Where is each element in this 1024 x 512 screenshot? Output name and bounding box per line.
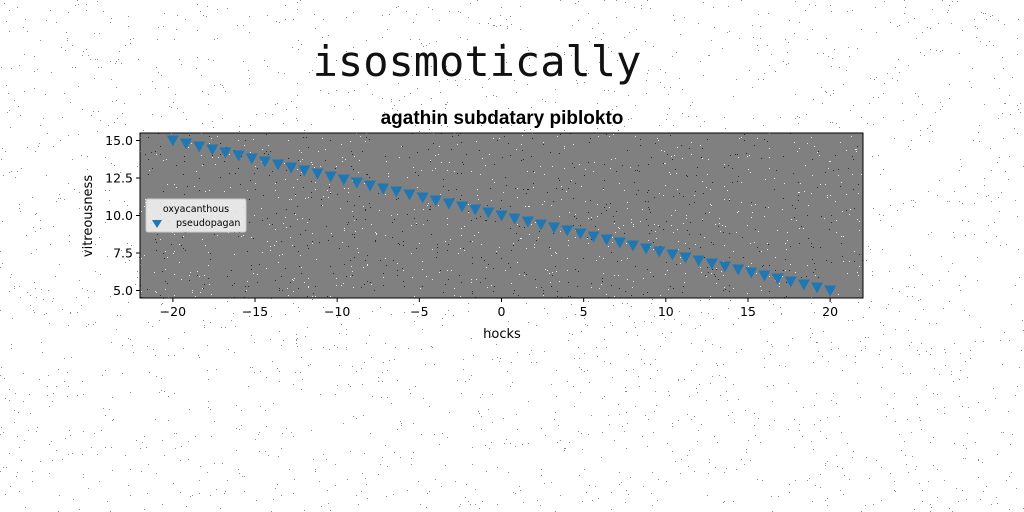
figure-suptitle: isosmotically — [313, 37, 642, 86]
data-point-marker — [350, 177, 363, 189]
data-point-marker — [653, 246, 666, 258]
data-point-marker — [692, 255, 705, 267]
y-tick-label: 15.0 — [105, 133, 133, 148]
data-point-marker — [166, 135, 179, 147]
data-point-marker — [718, 261, 731, 273]
data-point-marker — [298, 165, 311, 177]
data-point-marker — [311, 168, 324, 180]
data-point-marker — [495, 210, 508, 222]
y-tick-label: 10.0 — [105, 208, 133, 223]
data-point-marker — [640, 243, 653, 255]
data-point-marker — [626, 240, 639, 252]
chart-title: agathin subdatary piblokto — [381, 108, 624, 129]
data-point-marker — [364, 180, 377, 192]
data-point-marker — [219, 147, 232, 159]
y-axis-ticks: 5.0 7.5 10.0 12.5 15.0 — [105, 133, 140, 298]
data-point-marker — [245, 153, 258, 165]
data-point-marker — [784, 276, 797, 288]
data-point-marker — [771, 273, 784, 285]
y-tick-label: 7.5 — [113, 246, 133, 261]
data-point-marker — [206, 144, 219, 156]
data-point-marker — [285, 162, 298, 174]
x-tick-label: 5 — [580, 304, 588, 319]
legend-box — [145, 198, 247, 233]
data-point-marker — [442, 198, 455, 210]
data-point-marker — [613, 237, 626, 249]
x-tick-label: −5 — [410, 304, 428, 319]
x-axis-label: hocks — [483, 327, 521, 342]
x-tick-label: −15 — [242, 304, 268, 319]
legend-marker-triangle-down-icon — [152, 220, 162, 228]
data-point-marker — [810, 282, 823, 294]
data-point-marker — [548, 222, 561, 234]
data-point-marker — [482, 207, 495, 219]
data-point-marker — [272, 159, 285, 171]
x-tick-label: 15 — [740, 304, 756, 319]
data-point-marker — [324, 171, 337, 183]
data-point-marker — [403, 189, 416, 201]
x-axis-ticks: −20 −15 −10 −5 0 5 10 15 20 — [160, 298, 838, 319]
y-tick-label: 5.0 — [113, 283, 133, 298]
data-point-marker — [377, 183, 390, 195]
y-axis-label: vitreousness — [81, 175, 96, 257]
data-point-marker — [469, 204, 482, 216]
data-point-marker — [337, 174, 350, 186]
series-pseudopagan-markers — [166, 135, 837, 297]
x-tick-label: 20 — [822, 304, 838, 319]
x-tick-label: −10 — [324, 304, 350, 319]
data-point-marker — [180, 138, 193, 150]
data-point-marker — [508, 213, 521, 225]
data-point-marker — [521, 216, 534, 228]
x-tick-label: 10 — [658, 304, 674, 319]
data-point-marker — [456, 201, 469, 213]
data-point-marker — [666, 249, 679, 261]
legend-title: oxyacanthous — [163, 204, 229, 215]
data-point-marker — [534, 219, 547, 231]
data-point-marker — [797, 279, 810, 291]
data-point-marker — [824, 285, 837, 297]
data-point-marker — [390, 186, 403, 198]
data-point-marker — [732, 264, 745, 276]
data-point-marker — [758, 270, 771, 282]
legend-entry-label: pseudopagan — [176, 218, 240, 229]
data-point-marker — [600, 234, 613, 246]
data-point-marker — [232, 150, 245, 162]
data-point-marker — [416, 192, 429, 204]
x-tick-label: −20 — [160, 304, 186, 319]
data-point-marker — [574, 228, 587, 240]
data-point-marker — [258, 156, 271, 168]
x-tick-label: 0 — [498, 304, 506, 319]
data-point-marker — [561, 225, 574, 237]
data-point-marker — [587, 231, 600, 243]
data-point-marker — [429, 195, 442, 207]
legend: oxyacanthous pseudopagan — [145, 198, 247, 233]
y-tick-label: 12.5 — [105, 171, 133, 186]
data-point-marker — [193, 141, 206, 153]
data-point-marker — [745, 267, 758, 279]
data-point-marker — [679, 252, 692, 264]
data-point-marker — [705, 258, 718, 270]
